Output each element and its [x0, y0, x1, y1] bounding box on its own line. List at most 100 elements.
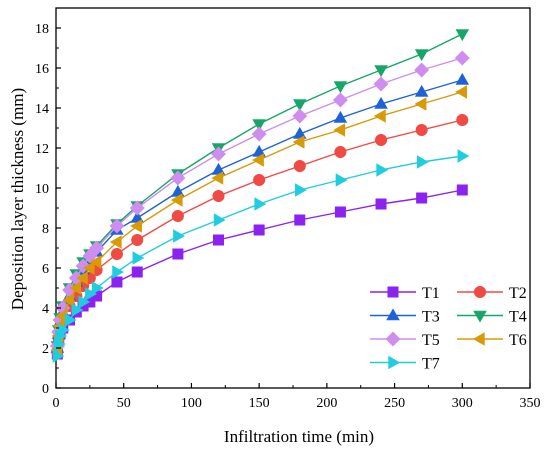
data-point — [333, 81, 348, 94]
legend-label: T2 — [509, 285, 527, 302]
data-point — [71, 303, 84, 317]
legend-marker — [387, 286, 399, 298]
data-point — [253, 224, 265, 236]
legend-label: T5 — [422, 332, 440, 349]
data-point — [131, 266, 143, 278]
data-point — [414, 62, 430, 78]
data-point — [457, 149, 470, 163]
legend-label: T1 — [422, 285, 440, 302]
plot-frame — [55, 7, 531, 389]
data-point — [334, 145, 347, 159]
data-point — [89, 255, 102, 269]
data-point — [335, 173, 348, 187]
legend-label: T3 — [422, 309, 440, 326]
data-point — [109, 218, 125, 234]
data-point — [78, 295, 91, 309]
y-tick-label: 4 — [42, 302, 49, 317]
data-point — [294, 214, 306, 226]
series-line — [56, 33, 463, 347]
data-point — [173, 229, 185, 243]
x-tick-label: 100 — [181, 396, 202, 411]
series-T4 — [50, 29, 470, 354]
series-T3 — [50, 72, 470, 353]
data-point — [171, 209, 184, 223]
legend-item-T4: T4 — [457, 309, 527, 326]
data-point — [211, 146, 226, 162]
axes-layer: 0 50 100 150 200 250 300 350 0 2 4 6 8 10 12 14 16 18 — [35, 7, 541, 411]
series-T5 — [49, 50, 470, 354]
data-point — [62, 293, 75, 307]
series-layer — [49, 29, 470, 363]
x-axis-title: Infiltration time (min) — [224, 427, 374, 446]
legend-item-T2: T2 — [457, 285, 527, 302]
legend: T1 T2 T3 T4 T5 T6 T7 — [370, 285, 527, 373]
data-point — [292, 108, 308, 124]
data-point — [212, 189, 225, 203]
legend-item-T5: T5 — [370, 331, 440, 349]
legend-label: T4 — [509, 309, 527, 326]
data-point — [414, 49, 429, 62]
data-point — [64, 313, 77, 327]
y-tick-label: 14 — [35, 102, 49, 117]
y-tick-label: 8 — [42, 222, 49, 237]
x-tick-label: 50 — [117, 396, 131, 411]
legend-marker — [472, 332, 485, 346]
data-point — [132, 251, 145, 265]
data-point — [82, 248, 98, 264]
series-T7 — [52, 149, 470, 363]
data-point — [91, 281, 104, 295]
data-point — [454, 50, 470, 66]
data-point — [213, 213, 226, 227]
data-point — [414, 97, 427, 111]
data-point — [375, 133, 388, 147]
data-point — [295, 183, 307, 197]
data-point — [52, 349, 65, 363]
data-point — [456, 113, 469, 127]
data-point — [109, 235, 122, 249]
data-point — [375, 198, 387, 210]
data-point — [334, 206, 346, 218]
data-point — [82, 261, 95, 275]
x-tick-label: 150 — [249, 396, 270, 411]
data-point — [75, 271, 88, 285]
x-tick-label: 0 — [53, 396, 60, 411]
data-point — [455, 72, 470, 85]
legend-marker — [473, 310, 487, 323]
legend-label: T7 — [422, 356, 440, 373]
data-point — [293, 159, 306, 173]
data-point — [75, 258, 91, 274]
data-point — [333, 110, 348, 123]
y-tick-label: 10 — [35, 182, 49, 197]
y-axis-title: Deposition layer thickness (mm) — [8, 88, 27, 310]
data-point — [292, 135, 305, 149]
legend-marker — [388, 355, 401, 370]
x-tick-label: 350 — [520, 396, 541, 411]
data-point — [85, 287, 97, 301]
data-point — [170, 193, 183, 207]
data-point — [58, 323, 70, 337]
legend-marker — [385, 331, 401, 347]
legend-item-T6: T6 — [457, 332, 527, 349]
data-point — [332, 92, 348, 108]
data-point — [110, 247, 123, 261]
data-point — [213, 234, 225, 246]
data-point — [253, 173, 266, 187]
data-point — [374, 65, 388, 78]
data-point — [112, 265, 125, 279]
data-point — [252, 153, 264, 167]
data-point — [414, 84, 429, 97]
data-point — [254, 197, 267, 211]
data-point — [456, 184, 468, 196]
data-point — [455, 29, 470, 42]
x-tick-label: 250 — [384, 396, 405, 411]
data-point — [455, 85, 468, 99]
data-point — [172, 248, 184, 260]
data-point — [252, 119, 266, 132]
legend-marker — [473, 285, 487, 299]
x-tick-label: 300 — [452, 396, 473, 411]
y-tick-label: 16 — [35, 62, 49, 77]
data-point — [170, 170, 186, 186]
data-point — [374, 96, 388, 109]
